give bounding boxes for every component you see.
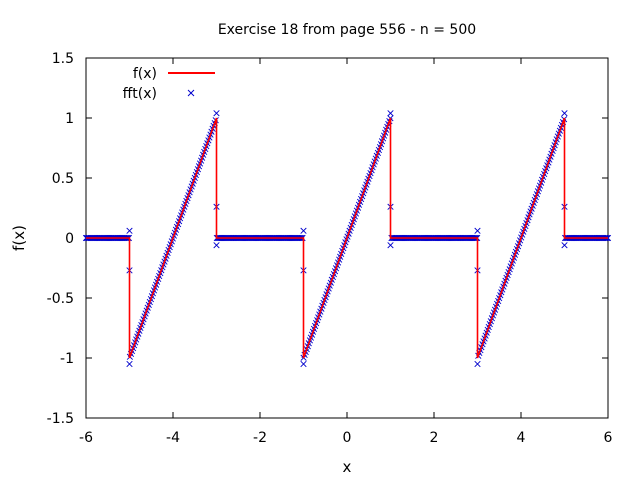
x-tick-label: 6 <box>604 430 613 446</box>
x-tick-label: -2 <box>253 430 267 446</box>
y-tick-label: -1.5 <box>47 411 74 427</box>
f-series <box>86 117 608 359</box>
y-tick-label: 0 <box>65 231 74 247</box>
fft-point <box>300 227 307 234</box>
fft-point <box>126 360 133 368</box>
y-tick-label: 1 <box>65 111 74 127</box>
y-axis-label: f(x) <box>10 225 28 251</box>
legend-swatch-fft <box>187 89 195 97</box>
fft-point <box>213 110 220 117</box>
y-tick-label: 1.5 <box>52 51 74 67</box>
x-tick-label: 2 <box>430 430 439 446</box>
fft-point <box>561 242 568 249</box>
fft-point <box>474 227 481 234</box>
fft-point <box>387 110 394 117</box>
legend: f(x) fft(x) <box>123 66 215 102</box>
f-line-path <box>86 117 608 359</box>
fft-point <box>126 227 133 234</box>
fft-point <box>561 110 568 117</box>
y-tick-label: 0.5 <box>52 171 74 187</box>
tick-labels: -6 -4 -2 0 2 4 6 -1.5 -1 -0.5 0 0.5 1 1.5 <box>47 51 613 446</box>
legend-label-fft: fft(x) <box>123 86 157 102</box>
x-tick-label: -4 <box>166 430 180 446</box>
x-tick-label: 4 <box>517 430 526 446</box>
fft-point <box>213 242 220 249</box>
legend-label-f: f(x) <box>133 66 157 82</box>
fft-point <box>300 360 307 368</box>
x-axis-label: x <box>343 458 352 476</box>
x-tick-label: -6 <box>79 430 93 446</box>
fft-point <box>387 242 394 249</box>
chart-title: Exercise 18 from page 556 - n = 500 <box>218 22 476 38</box>
x-tick-label: 0 <box>343 430 352 446</box>
y-tick-label: -1 <box>60 351 74 367</box>
y-tick-label: -0.5 <box>47 291 74 307</box>
fft-point <box>474 360 481 368</box>
